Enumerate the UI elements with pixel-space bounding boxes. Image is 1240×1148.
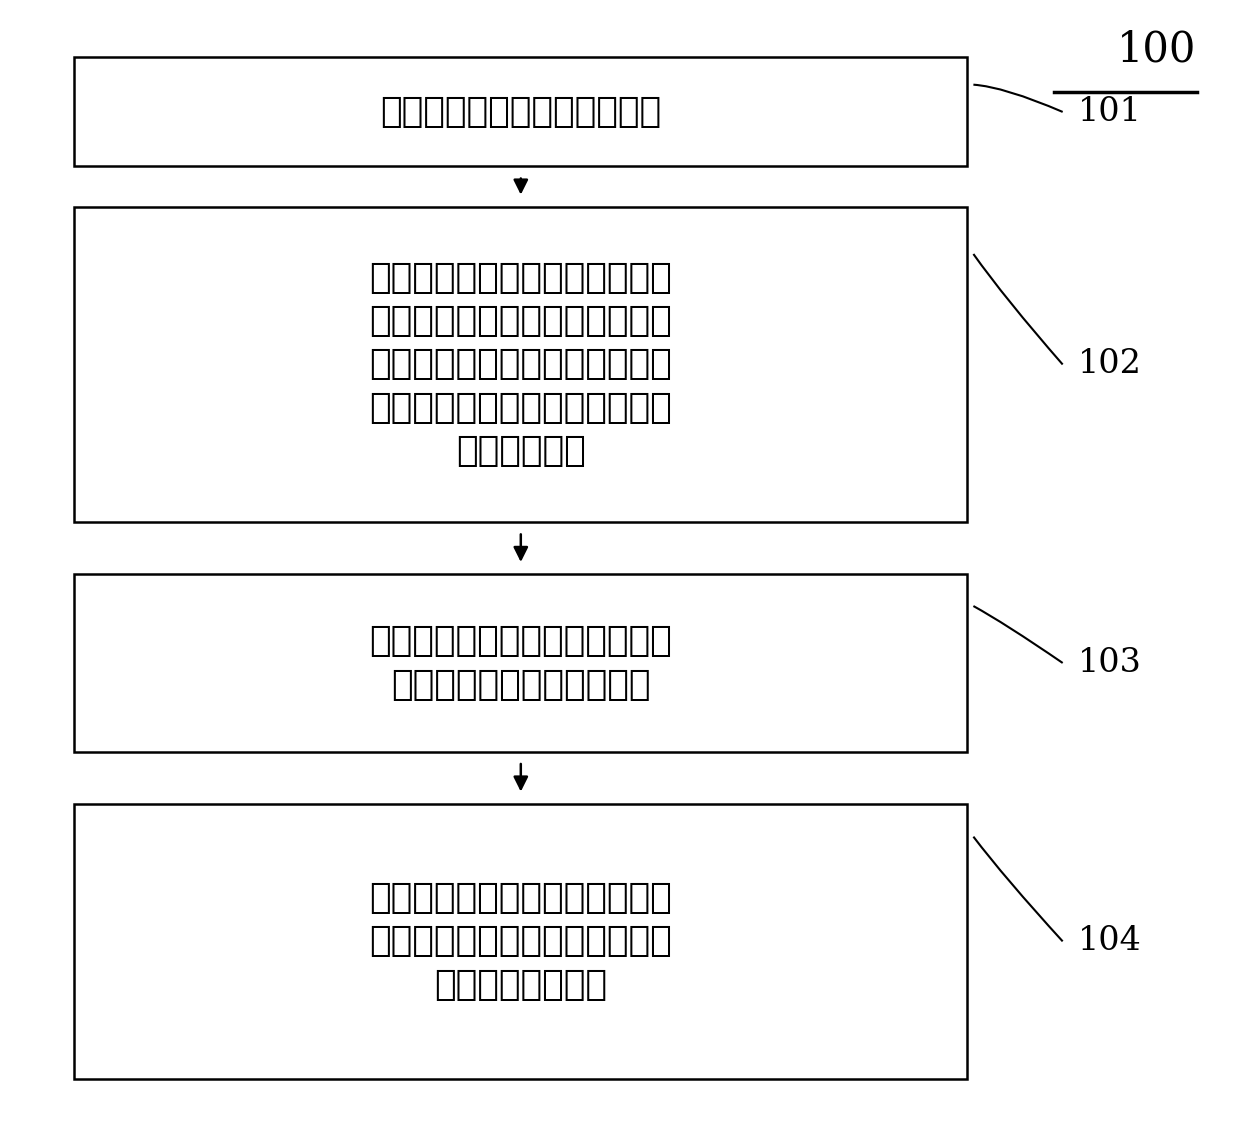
Text: 101: 101 [1078, 96, 1142, 127]
Text: 第一处理器将各处理后的已标注
遥感图像传输至第二处理器: 第一处理器将各处理后的已标注 遥感图像传输至第二处理器 [370, 625, 672, 701]
Text: 确定至少一张已标注遥感图像: 确定至少一张已标注遥感图像 [381, 95, 661, 129]
Text: 第二处理器通过各处理后的已标
注遥感图像训练用于解译遥感图
像的卷积神经网络: 第二处理器通过各处理后的已标 注遥感图像训练用于解译遥感图 像的卷积神经网络 [370, 881, 672, 1002]
Text: 第一处理器对所确定的每张已标
注遥感图像进行在线图像处理，
得到与所确定的每张已标注遥感
图像对应的至少一张处理后的已
标注遥感图像: 第一处理器对所确定的每张已标 注遥感图像进行在线图像处理， 得到与所确定的每张已… [370, 261, 672, 468]
Bar [74, 57, 967, 166]
Text: 104: 104 [1078, 925, 1142, 957]
Bar [74, 804, 967, 1079]
Text: 103: 103 [1078, 647, 1142, 678]
Text: 100: 100 [1117, 29, 1197, 71]
Text: 102: 102 [1078, 349, 1142, 380]
Bar [74, 207, 967, 522]
Bar [74, 574, 967, 752]
